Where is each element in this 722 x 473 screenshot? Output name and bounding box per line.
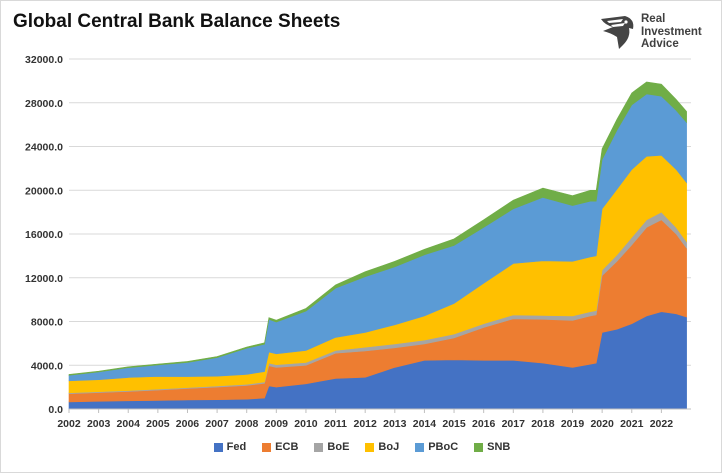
logo-line: Advice xyxy=(641,38,679,50)
y-tick-label: 8000.0 xyxy=(31,317,63,329)
legend-swatch xyxy=(474,442,484,452)
brand-logo: Real Investment Advice xyxy=(599,13,711,53)
x-tick-label: 2011 xyxy=(324,418,347,430)
x-tick-label: 2013 xyxy=(383,418,407,430)
x-tick-label: 2007 xyxy=(205,418,229,430)
logo-line: Real xyxy=(641,13,666,25)
eagle-head-logo-icon xyxy=(601,16,634,49)
legend-item-ecb: ECB xyxy=(262,441,298,453)
legend-swatch xyxy=(314,442,324,452)
x-tick-label: 2008 xyxy=(235,418,259,430)
x-tick-label: 2016 xyxy=(472,418,496,430)
y-tick-label: 32000.0 xyxy=(25,54,63,66)
legend-item-boe: BoE xyxy=(314,441,349,453)
x-tick-label: 2015 xyxy=(442,418,466,430)
y-tick-label: 12000.0 xyxy=(25,273,63,285)
x-tick-label: 2017 xyxy=(502,418,526,430)
legend-label: BoJ xyxy=(378,441,400,453)
legend-item-snb: SNB xyxy=(474,441,510,453)
y-tick-label: 28000.0 xyxy=(25,98,63,110)
x-tick-label: 2010 xyxy=(294,418,318,430)
y-tick-label: 4000.0 xyxy=(31,360,63,372)
x-tick-label: 2002 xyxy=(57,418,81,430)
x-tick-label: 2014 xyxy=(413,418,437,430)
legend-swatch xyxy=(415,442,425,452)
x-tick-label: 2003 xyxy=(87,418,111,430)
legend-item-fed: Fed xyxy=(213,441,247,453)
x-tick-label: 2019 xyxy=(561,418,585,430)
legend-label: SNB xyxy=(487,441,511,453)
x-tick-label: 2004 xyxy=(117,418,141,430)
x-tick-label: 2018 xyxy=(531,418,555,430)
x-tick-label: 2020 xyxy=(590,418,614,430)
x-tick-label: 2012 xyxy=(354,418,378,430)
y-tick-label: 20000.0 xyxy=(25,185,63,197)
chart-title: Global Central Bank Balance Sheets xyxy=(13,11,341,32)
legend-item-pboc: PBoC xyxy=(415,441,458,453)
legend-label: BoE xyxy=(327,441,350,453)
x-tick-label: 2006 xyxy=(176,418,200,430)
logo-line: Investment xyxy=(641,25,702,38)
y-tick-label: 0.0 xyxy=(48,404,63,416)
logo-text: Real Investment Advice xyxy=(641,13,702,51)
legend-swatch xyxy=(262,442,272,452)
area-series-snb xyxy=(68,81,687,376)
y-tick-label: 24000.0 xyxy=(25,142,63,154)
x-tick-label: 2009 xyxy=(265,418,289,430)
chart-plot: 0.0 4000.0 8000.0 12000.0 16000.0 20000.0 2400… xyxy=(25,54,691,430)
legend-item-boj: BoJ xyxy=(365,441,399,453)
legend-label: ECB xyxy=(275,441,299,453)
chart-legend: Fed ECB BoE BoJ PBoC SNB xyxy=(1,441,722,453)
legend-swatch xyxy=(213,442,223,452)
legend-swatch xyxy=(365,442,375,452)
legend-label: PBoC xyxy=(428,441,459,453)
legend-label: Fed xyxy=(226,441,247,453)
x-tick-label: 2021 xyxy=(620,418,644,430)
x-tick-label: 2005 xyxy=(146,418,170,430)
y-tick-label: 16000.0 xyxy=(25,229,63,241)
x-tick-label: 2022 xyxy=(650,418,674,430)
